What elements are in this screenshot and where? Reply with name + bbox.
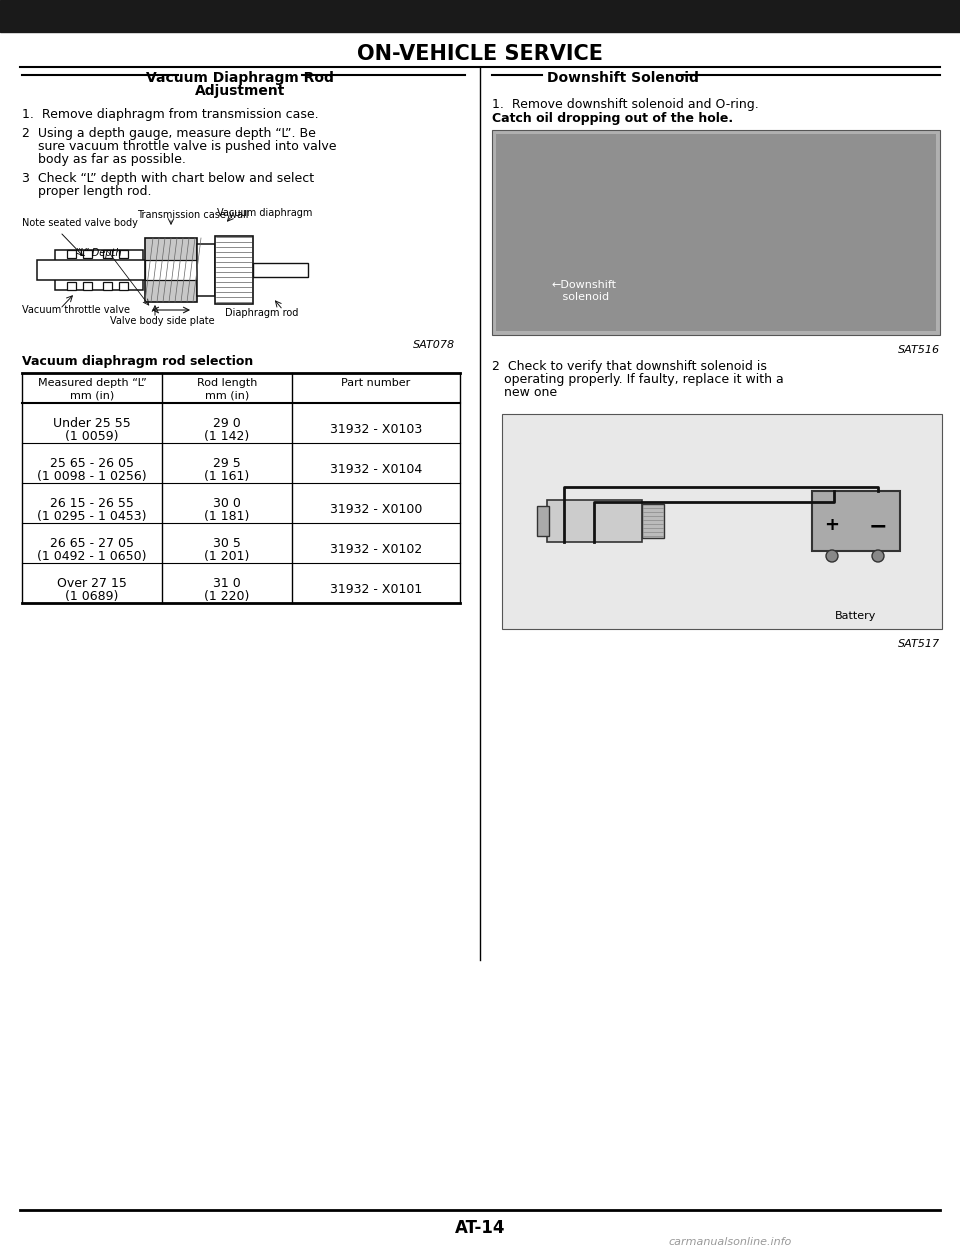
Text: Valve body side plate: Valve body side plate: [110, 316, 215, 326]
Bar: [642, 504, 664, 538]
Text: 2  Check to verify that downshift solenoid is: 2 Check to verify that downshift solenoi…: [492, 360, 767, 373]
Text: (1 0059): (1 0059): [65, 430, 119, 443]
Text: 25 65 - 26 05: 25 65 - 26 05: [50, 457, 134, 471]
Text: SAT078: SAT078: [413, 340, 455, 350]
Text: AT-14: AT-14: [455, 1219, 505, 1238]
Bar: [145, 238, 197, 303]
Text: Over 27 15: Over 27 15: [57, 576, 127, 590]
Text: (1 0689): (1 0689): [65, 590, 119, 603]
Text: 26 15 - 26 55: 26 15 - 26 55: [50, 497, 134, 510]
Text: (1 161): (1 161): [204, 471, 250, 483]
Text: Vacuum diaphragm: Vacuum diaphragm: [217, 208, 312, 218]
Bar: [67, 250, 76, 258]
Bar: [37, 260, 195, 280]
Text: (1 142): (1 142): [204, 430, 250, 443]
Bar: [119, 250, 128, 258]
Text: (1 201): (1 201): [204, 550, 250, 563]
Text: (1 0098 - 1 0256): (1 0098 - 1 0256): [37, 471, 147, 483]
Text: body as far as possible.: body as far as possible.: [22, 153, 186, 166]
Bar: [215, 237, 253, 304]
Text: (1 0492 - 1 0650): (1 0492 - 1 0650): [37, 550, 147, 563]
Text: Rod length: Rod length: [197, 378, 257, 388]
Text: Downshift Solenoid: Downshift Solenoid: [547, 71, 699, 85]
Text: operating properly. If faulty, replace it with a: operating properly. If faulty, replace i…: [492, 374, 783, 386]
Text: 1.  Remove downshift solenoid and O-ring.: 1. Remove downshift solenoid and O-ring.: [492, 98, 758, 111]
Text: 30 5: 30 5: [213, 537, 241, 550]
Text: Battery: Battery: [835, 611, 876, 621]
Text: 31932 - X0103: 31932 - X0103: [330, 423, 422, 436]
Bar: [103, 283, 112, 290]
Text: 30 0: 30 0: [213, 497, 241, 510]
Bar: [55, 250, 143, 290]
Text: carmanualsonline.info: carmanualsonline.info: [668, 1238, 792, 1245]
Text: −: −: [869, 515, 887, 537]
Bar: [547, 500, 642, 542]
Text: Measured depth “L”: Measured depth “L”: [37, 378, 146, 388]
Bar: [537, 505, 549, 537]
Text: Vacuum Diaphragm Rod: Vacuum Diaphragm Rod: [146, 71, 334, 85]
Text: ON-VEHICLE SERVICE: ON-VEHICLE SERVICE: [357, 44, 603, 63]
Text: (1 181): (1 181): [204, 510, 250, 523]
Text: proper length rod.: proper length rod.: [22, 186, 152, 198]
Bar: [492, 129, 940, 335]
Bar: [119, 283, 128, 290]
Text: 26 65 - 27 05: 26 65 - 27 05: [50, 537, 134, 550]
Bar: [502, 415, 942, 629]
Text: 29 5: 29 5: [213, 457, 241, 471]
Text: 29 0: 29 0: [213, 417, 241, 430]
Text: ←Downshift
   solenoid: ←Downshift solenoid: [552, 280, 617, 301]
Text: 31932 - X0101: 31932 - X0101: [330, 583, 422, 596]
Text: (1 0295 - 1 0453): (1 0295 - 1 0453): [37, 510, 147, 523]
Text: sure vacuum throttle valve is pushed into valve: sure vacuum throttle valve is pushed int…: [22, 139, 337, 153]
Text: (1 220): (1 220): [204, 590, 250, 603]
Text: 31 0: 31 0: [213, 576, 241, 590]
Bar: [496, 134, 936, 331]
Circle shape: [826, 550, 838, 561]
Bar: [83, 250, 92, 258]
Text: Diaphragm rod: Diaphragm rod: [225, 308, 299, 317]
Bar: [253, 263, 308, 276]
Text: 3  Check “L” depth with chart below and select: 3 Check “L” depth with chart below and s…: [22, 172, 314, 186]
Text: Under 25 55: Under 25 55: [53, 417, 131, 430]
Text: 31932 - X0102: 31932 - X0102: [330, 543, 422, 557]
Text: 1.  Remove diaphragm from transmission case.: 1. Remove diaphragm from transmission ca…: [22, 108, 319, 121]
Text: Vacuum diaphragm rod selection: Vacuum diaphragm rod selection: [22, 355, 253, 369]
Text: SAT517: SAT517: [898, 639, 940, 649]
Text: Adjustment: Adjustment: [195, 83, 285, 98]
Text: +: +: [825, 515, 839, 534]
Text: new one: new one: [492, 386, 557, 398]
Text: mm (in): mm (in): [70, 390, 114, 400]
Bar: [103, 250, 112, 258]
Bar: [145, 260, 197, 280]
Bar: [0, 0, 960, 32]
Bar: [197, 244, 215, 296]
Bar: [812, 491, 900, 552]
Text: Vacuum throttle valve: Vacuum throttle valve: [22, 305, 130, 315]
Text: 31932 - X0100: 31932 - X0100: [330, 503, 422, 515]
Text: SAT516: SAT516: [898, 345, 940, 355]
Text: Part number: Part number: [342, 378, 411, 388]
Text: 31932 - X0104: 31932 - X0104: [330, 463, 422, 476]
Bar: [67, 283, 76, 290]
Text: 2  Using a depth gauge, measure depth “L”. Be: 2 Using a depth gauge, measure depth “L”…: [22, 127, 316, 139]
Text: “L” Depth: “L” Depth: [75, 248, 122, 258]
Text: mm (in): mm (in): [204, 390, 250, 400]
Circle shape: [872, 550, 884, 561]
Bar: [83, 283, 92, 290]
Text: Transmission case wall: Transmission case wall: [137, 210, 249, 220]
Text: Catch oil dropping out of the hole.: Catch oil dropping out of the hole.: [492, 112, 733, 125]
Text: Note seated valve body: Note seated valve body: [22, 218, 138, 228]
